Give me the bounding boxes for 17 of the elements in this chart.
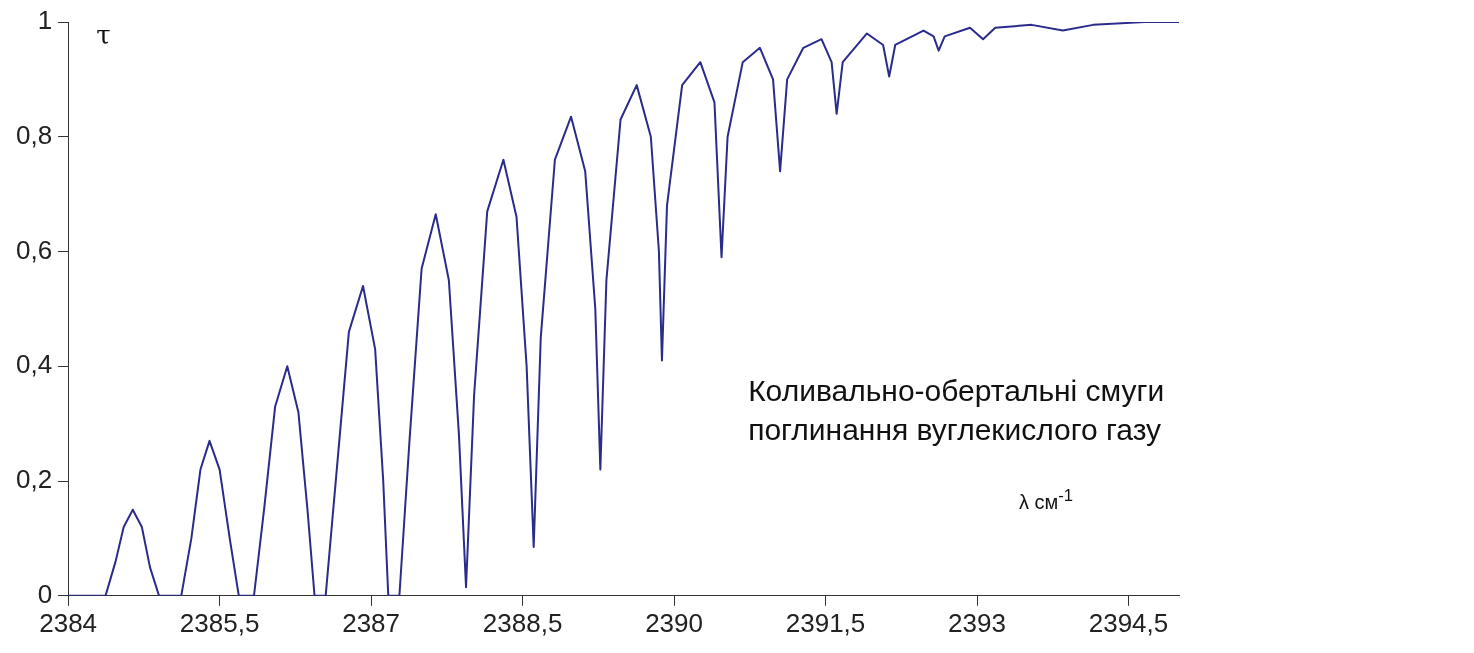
x-tick-label: 2393 bbox=[948, 607, 1006, 638]
x-tick-label: 2394,5 bbox=[1088, 607, 1169, 638]
y-tick-label: 0,4 bbox=[15, 349, 53, 380]
x-tick-label: 2388,5 bbox=[482, 607, 563, 638]
y-axis-title: τ bbox=[96, 20, 111, 50]
x-tick-label: 2391,5 bbox=[785, 607, 866, 638]
y-tick-label: 0,8 bbox=[15, 119, 53, 150]
x-tick-label: 2390 bbox=[645, 607, 703, 638]
x-tick-label: 2384 bbox=[39, 607, 98, 638]
x-tick-label: 2387 bbox=[342, 607, 401, 638]
y-tick-label: 1 bbox=[37, 5, 53, 36]
annotation: Коливально-обертальні смуги поглинання вуглекислого газу bbox=[748, 372, 1166, 448]
y-tick-label: 0 bbox=[37, 578, 53, 609]
x-tick-label: 2385,5 bbox=[179, 607, 260, 638]
y-tick-label: 0,6 bbox=[15, 234, 53, 265]
y-tick-label: 0,2 bbox=[15, 464, 53, 495]
x-axis-title: λ см$^{-1}$ bbox=[1019, 485, 1074, 514]
